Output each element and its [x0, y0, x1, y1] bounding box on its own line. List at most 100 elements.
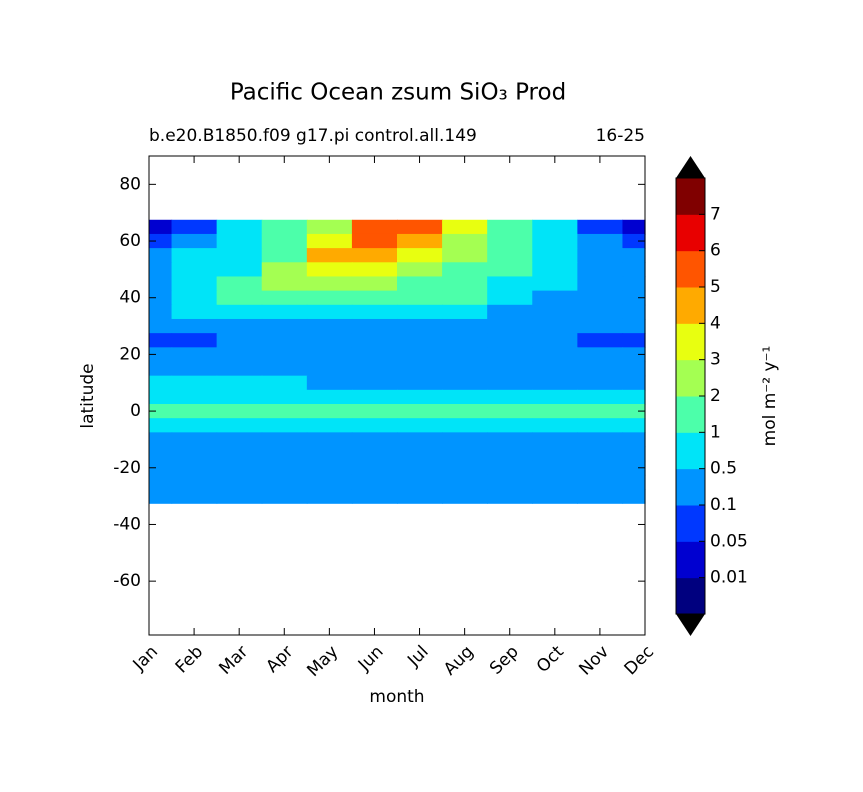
contour-cell [532, 347, 578, 363]
contour-cell [622, 375, 646, 391]
contour-cell [261, 418, 308, 433]
contour-cell [532, 304, 578, 320]
contour-cell [442, 460, 488, 476]
contour-cell [261, 446, 308, 462]
contour-cell [487, 389, 533, 405]
contour-cell [149, 304, 173, 320]
contour-cell [351, 318, 398, 334]
contour-cell [306, 290, 353, 306]
contour-cell [149, 219, 173, 235]
contour-cell [351, 389, 398, 405]
contour-cell [622, 219, 646, 235]
contour-cell [622, 389, 646, 405]
contour-cell [171, 262, 218, 278]
x-tick-label: Jan [129, 642, 162, 675]
contour-cell [622, 460, 646, 476]
contour-cell [306, 219, 353, 235]
contour-cell [171, 276, 218, 292]
contour-cell [577, 276, 624, 292]
contour-cell [532, 290, 578, 306]
contour-cell [577, 446, 624, 462]
colorbar-band [676, 468, 705, 506]
contour-cell [622, 276, 646, 292]
y-axis-label: latitude [78, 363, 98, 428]
contour-cell [261, 262, 308, 278]
x-axis-label: month [369, 687, 424, 707]
colorbar-band [676, 541, 705, 579]
contour-cell [261, 333, 308, 348]
colorbar-extend-max [676, 156, 705, 178]
contour-cell [351, 418, 398, 433]
contour-cell [442, 404, 488, 419]
contour-cell [216, 432, 263, 448]
contour-cell [622, 233, 646, 249]
contour-cell [261, 474, 308, 490]
contour-cell [487, 333, 533, 348]
contour-cell [487, 361, 533, 377]
x-tick-label: Jun [354, 642, 388, 676]
colorbar-band [676, 396, 705, 433]
contour-cell [622, 262, 646, 278]
contour-cell [577, 233, 624, 249]
contour-cell [622, 347, 646, 363]
contour-cell [577, 361, 624, 377]
contour-cell [216, 389, 263, 405]
contour-cell [216, 489, 263, 504]
contour-cell [487, 262, 533, 278]
contour-cell [442, 432, 488, 448]
contour-cell [261, 276, 308, 292]
contour-cell [622, 318, 646, 334]
contour-cell [442, 318, 488, 334]
contour-cell [216, 446, 263, 462]
contour-cell [487, 474, 533, 490]
contour-cell [216, 474, 263, 490]
colorbar-tick-label: 3 [710, 350, 721, 370]
x-tick-label: May [303, 642, 342, 681]
colorbar-tick-label: 0.5 [710, 459, 737, 479]
contour-cell [351, 375, 398, 391]
contour-cell [149, 347, 173, 363]
contour-cell [216, 460, 263, 476]
contour-cell [306, 304, 353, 320]
contour-cell [442, 290, 488, 306]
contour-cell [351, 219, 398, 235]
contour-cell [487, 404, 533, 419]
contour-cell [397, 262, 443, 278]
contour-cell [487, 375, 533, 391]
contour-cell [306, 446, 353, 462]
contour-cell [577, 318, 624, 334]
contour-cell [149, 446, 173, 462]
contour-cell [149, 460, 173, 476]
contour-cell [306, 432, 353, 448]
contour-cell [149, 375, 173, 391]
y-tick-label: 60 [119, 231, 141, 251]
contour-cell [306, 248, 353, 263]
contour-cell [171, 474, 218, 490]
contour-cell [577, 333, 624, 348]
contour-cell [397, 389, 443, 405]
y-tick-label: 0 [130, 401, 141, 421]
contour-cell [351, 333, 398, 348]
y-tick-label: 40 [119, 288, 141, 308]
contour-cell [487, 418, 533, 433]
contour-cell [351, 446, 398, 462]
contour-cell [149, 389, 173, 405]
contour-cell [149, 432, 173, 448]
contour-cell [532, 219, 578, 235]
contour-cell [397, 318, 443, 334]
contour-cell [487, 219, 533, 235]
contour-cell [487, 489, 533, 504]
contour-cell [306, 474, 353, 490]
y-tick-label: 80 [119, 174, 141, 194]
contour-cell [532, 446, 578, 462]
contour-cell [577, 219, 624, 235]
contour-cell [532, 389, 578, 405]
contour-cell [622, 333, 646, 348]
contour-cell [216, 290, 263, 306]
contour-cell [306, 418, 353, 433]
contour-cell [442, 333, 488, 348]
contour-cell [306, 460, 353, 476]
contour-cell [622, 404, 646, 419]
contour-cell [306, 276, 353, 292]
colorbar-band [676, 214, 705, 252]
